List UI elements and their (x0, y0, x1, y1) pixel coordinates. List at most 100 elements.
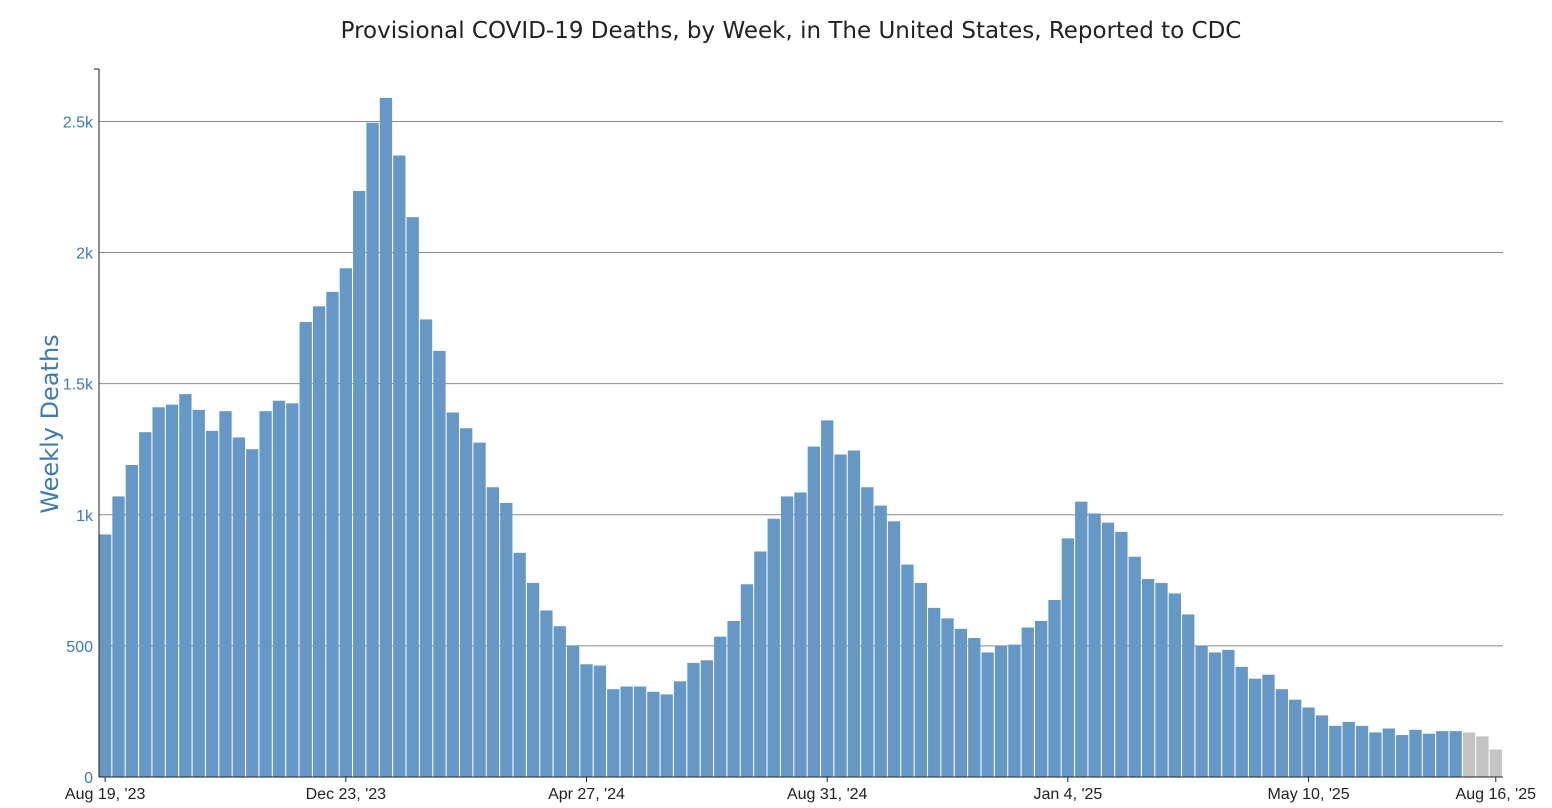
tick-labels: 0 500 1k 1.5k 2k 2.5k Aug 19, '23 Dec 23, '23 Ap… (63, 114, 1536, 803)
bar (994, 645, 1008, 777)
bar (1289, 699, 1302, 777)
bar (406, 217, 419, 777)
bar (540, 610, 553, 777)
bar (954, 628, 968, 777)
bar (139, 432, 152, 777)
bar (1208, 652, 1222, 777)
bar (1048, 600, 1061, 777)
bar (125, 464, 139, 777)
bar (205, 430, 219, 777)
bar (1355, 725, 1369, 777)
bar (379, 97, 393, 778)
bar (981, 652, 994, 777)
bar (326, 291, 339, 777)
bar (1329, 725, 1342, 777)
bar (1409, 729, 1422, 777)
bar (901, 564, 914, 777)
bar (286, 403, 299, 777)
bar (366, 122, 379, 777)
bar (687, 662, 700, 777)
chart-title: Provisional COVID-19 Deaths, by Week, in… (340, 18, 1242, 44)
y-tick-label: 2k (76, 246, 94, 263)
x-tick-label: Aug 16, '25 (1456, 786, 1537, 803)
bar (339, 268, 352, 777)
axes (94, 68, 1503, 782)
bar (446, 412, 459, 777)
bar (914, 582, 927, 777)
x-tick-label: Dec 23, '23 (306, 786, 387, 803)
bar (500, 502, 513, 777)
bar (1382, 728, 1395, 777)
bar (1115, 531, 1128, 777)
bar (754, 551, 767, 777)
bar (1342, 721, 1355, 777)
bar (834, 454, 847, 777)
bar (1275, 689, 1288, 777)
bar (794, 492, 807, 777)
bar (660, 694, 673, 777)
bar (1422, 733, 1436, 777)
bar (1396, 735, 1409, 777)
bar (312, 306, 326, 777)
y-axis-label: Weekly Deaths (36, 334, 64, 513)
bar (272, 400, 286, 777)
bar (473, 442, 486, 777)
bar (700, 660, 714, 777)
bar (460, 428, 473, 777)
bar (740, 584, 754, 777)
bar (874, 505, 887, 777)
bar (1489, 749, 1502, 777)
bars (99, 97, 1502, 778)
bar (620, 686, 633, 777)
bar (526, 582, 540, 777)
y-tick-label: 500 (66, 639, 93, 656)
y-tick-label: 1k (76, 508, 94, 525)
bar (567, 645, 580, 777)
bar (593, 665, 607, 777)
bar (1141, 579, 1155, 777)
bar (219, 411, 232, 777)
bar (1008, 644, 1021, 777)
bar (1369, 732, 1382, 777)
bar (607, 689, 620, 777)
bar (513, 552, 526, 777)
bar (1222, 649, 1235, 777)
bar (1248, 678, 1262, 777)
bar (887, 521, 901, 777)
bar (1195, 645, 1208, 777)
bar (767, 518, 780, 777)
bar (941, 618, 954, 777)
bar (192, 409, 205, 777)
x-tick-label: Apr 27, '24 (548, 786, 625, 803)
bar (1128, 556, 1141, 777)
bar (1035, 620, 1048, 777)
bar (1315, 715, 1329, 777)
bar (246, 449, 259, 777)
bar (1168, 593, 1182, 777)
y-tick-label: 0 (84, 770, 93, 787)
bar (1155, 582, 1168, 777)
bar (1235, 666, 1248, 777)
bar (553, 626, 566, 777)
bar (807, 446, 820, 777)
bar (673, 681, 687, 777)
bar (165, 404, 179, 777)
y-tick-label: 2.5k (63, 114, 94, 131)
bar (1021, 627, 1034, 777)
bar (780, 496, 794, 777)
bar (633, 686, 647, 777)
x-tick-label: Aug 31, '24 (787, 786, 868, 803)
bar (419, 319, 433, 777)
bar (1436, 731, 1449, 777)
bar (1302, 707, 1315, 777)
bar (1075, 501, 1088, 777)
bar (433, 350, 446, 777)
bar (847, 450, 861, 777)
bar (647, 691, 660, 777)
bar (580, 664, 593, 777)
bar (112, 496, 125, 777)
bar (1088, 513, 1101, 777)
bar (152, 407, 165, 777)
bar (968, 638, 981, 777)
bar (1476, 736, 1489, 777)
